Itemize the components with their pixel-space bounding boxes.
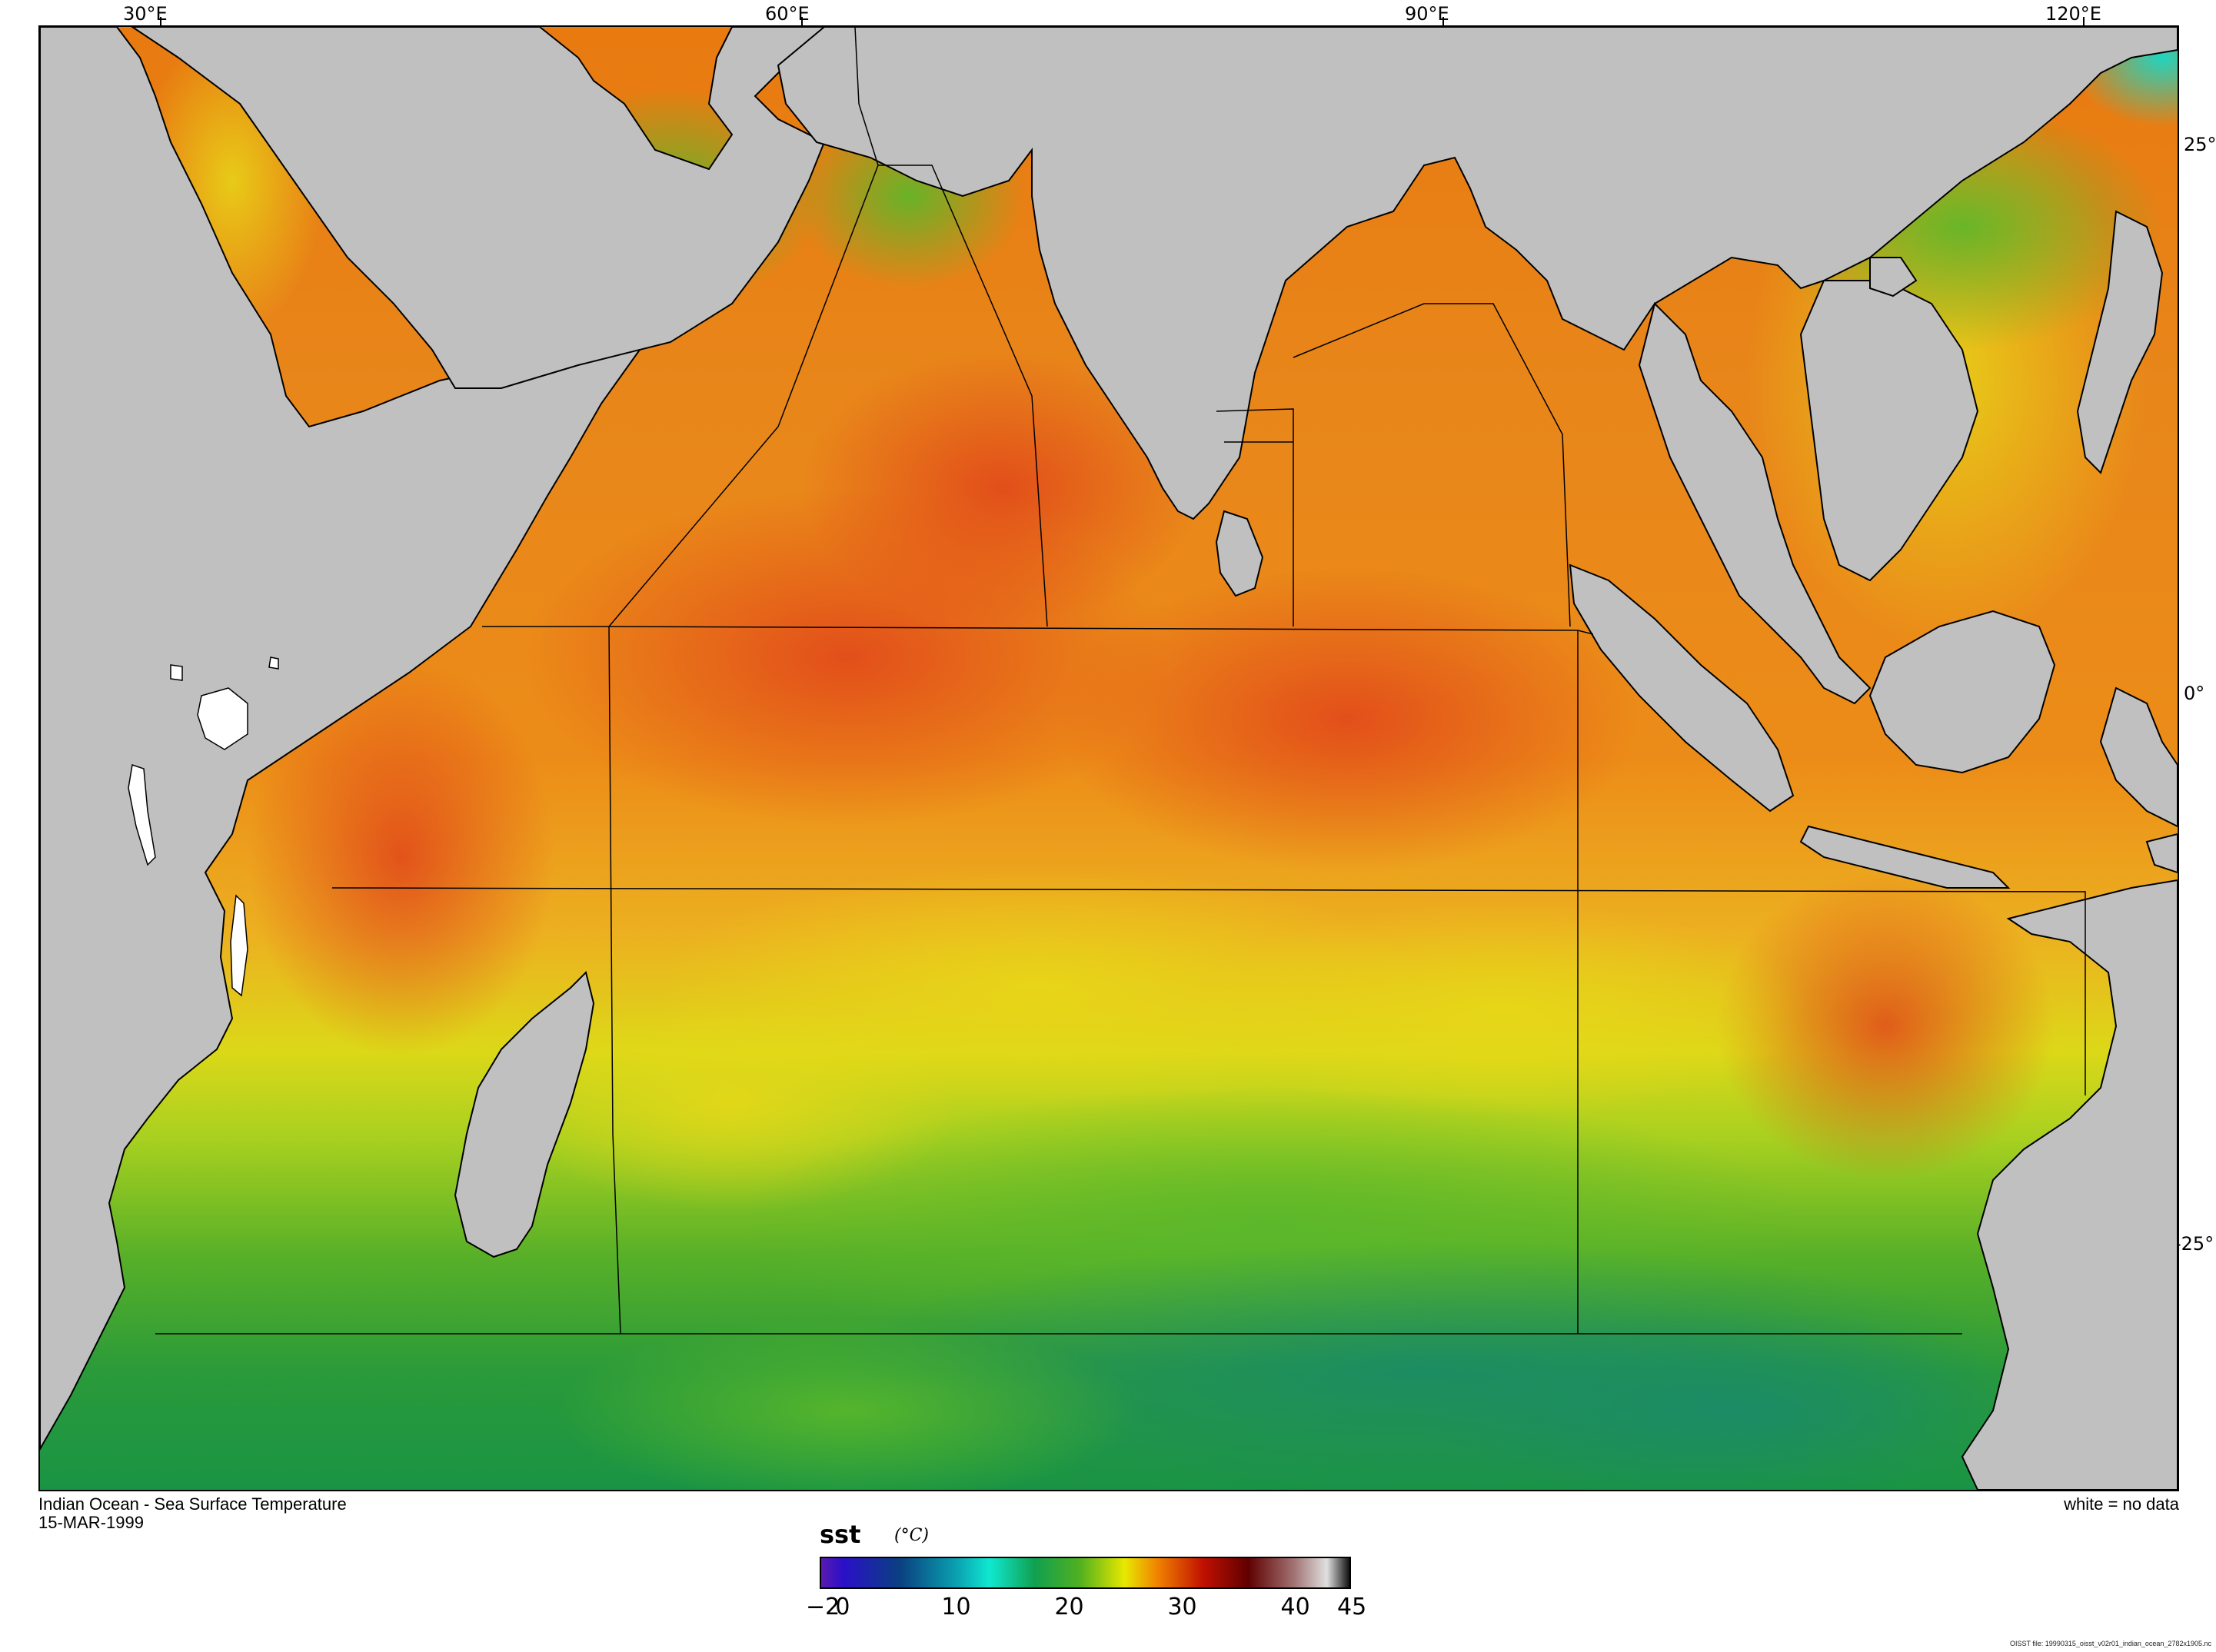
lon-tick-mark [801,17,803,25]
lon-label-90e: 90°E [1405,3,1449,25]
no-data-note: white = no data [2064,1494,2179,1514]
lon-tick-mark [2083,17,2085,25]
sst-map [38,25,2179,1491]
no-data-lake-3 [268,656,279,670]
colorbar-tick-label: 45 [1337,1594,1367,1620]
colorbar-units: (°C) [894,1526,929,1545]
region-boundaries [155,27,2086,1335]
no-data-lake-tanganyika [128,764,156,866]
land-papua [2145,833,2178,874]
land-southeast-asia [1638,302,1872,705]
no-data-areas [128,656,279,997]
map-title: Indian Ocean - Sea Surface Temperature [38,1494,347,1514]
file-note: OISST file: 19990315_oisst_v02r01_indian… [2009,1640,2211,1647]
land-arabia [131,27,826,389]
land-indochina [1799,280,1979,582]
land-madagascar [454,971,595,1258]
colorbar [820,1557,1351,1589]
colorbar-tick-label: 20 [1054,1594,1084,1620]
no-data-lake-victoria [197,687,248,750]
lon-label-60e: 60°E [765,3,810,25]
colorbar-tick-label: 10 [941,1594,971,1620]
land-south-asia [777,27,2178,520]
colorbar-variable: sst [820,1520,861,1549]
colorbar-tick-label: 30 [1167,1594,1197,1620]
lon-label-120e: 120°E [2045,3,2101,25]
map-date: 15-MAR-1999 [38,1513,144,1532]
land-borneo [1868,610,2056,774]
lat-label-25s: -25° [2174,1233,2214,1255]
no-data-lake-malawi [230,894,248,997]
land-hainan [1869,257,1918,297]
land-sri-lanka [1215,510,1264,597]
colorbar-tick-label: −2 [806,1594,840,1620]
land-australia [1961,879,2178,1490]
colorbar-tick-label: 40 [1280,1594,1310,1620]
land-java [1799,825,2011,889]
lat-label-0: 0° [2184,683,2205,704]
land-sumatra [1569,563,1795,813]
lon-tick-mark [160,17,161,25]
no-data-lake-2 [170,664,183,681]
lat-label-25n: 25° [2184,134,2216,155]
land-philippines [2076,210,2164,474]
colorbar-tick-label: 0 [835,1594,850,1620]
sst-anomaly-blobs [140,27,2178,1490]
lon-tick-mark [1442,17,1444,25]
land-sulawesi [2099,686,2178,828]
sst-map-svg [40,27,2178,1490]
land [40,27,2178,1490]
